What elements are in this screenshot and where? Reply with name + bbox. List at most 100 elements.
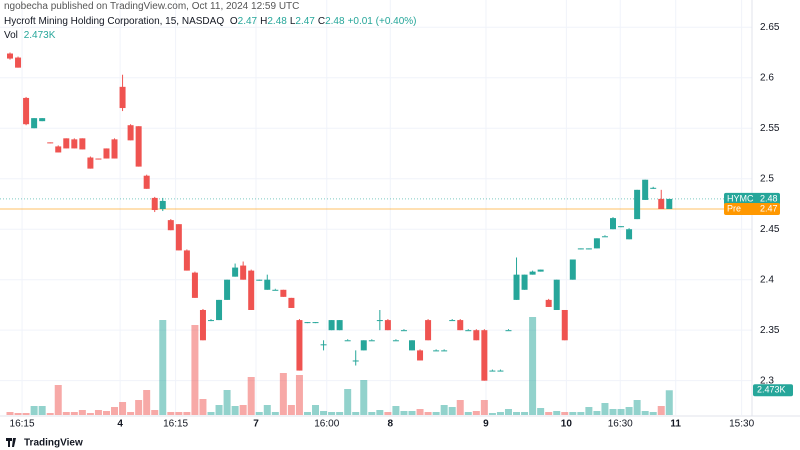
volume-bar <box>641 411 649 415</box>
volume-bar <box>408 411 416 415</box>
volume-bar <box>279 373 287 415</box>
y-tick-label: 2.45 <box>760 224 780 235</box>
volume-bar <box>585 407 593 415</box>
volume-bar <box>577 412 585 415</box>
volume-bar <box>416 409 424 415</box>
price-tag-bg <box>724 192 780 205</box>
candle-body <box>368 340 375 342</box>
candle-body <box>47 142 54 144</box>
publisher: ngobecha published on TradingView.com, O… <box>4 1 300 12</box>
candle-body <box>224 279 231 300</box>
candle-body <box>256 279 263 281</box>
candle-body <box>449 320 456 322</box>
volume-bar <box>344 389 352 415</box>
x-tick-label: 8 <box>388 419 394 430</box>
volume-bar <box>303 412 311 415</box>
volume-tag: 2.473K <box>757 385 786 395</box>
candle-body <box>521 274 528 290</box>
candle-body <box>55 146 62 153</box>
candle-body <box>473 330 480 341</box>
x-tick-label: 4 <box>117 419 123 430</box>
candle-body <box>658 198 665 210</box>
volume-bar <box>400 411 408 415</box>
volume-bar <box>102 411 110 415</box>
candle-body <box>208 320 214 322</box>
price-tag-name: HYMC <box>727 193 754 203</box>
ohlc-value: 2.48 <box>267 16 287 27</box>
volume-bars <box>6 317 673 415</box>
candle-body <box>666 198 673 210</box>
candle-body <box>143 175 150 189</box>
candle-body <box>15 57 22 68</box>
volume-bar <box>167 412 175 415</box>
candle-body <box>304 322 311 324</box>
candle-body <box>537 269 544 272</box>
candle-body <box>167 220 174 231</box>
candle-body <box>400 330 407 332</box>
candle-body <box>296 320 303 371</box>
volume-bar <box>247 377 255 415</box>
y-tick-label: 2.65 <box>760 22 780 33</box>
candle-body <box>79 138 86 150</box>
candle-body <box>577 248 584 250</box>
candle-body <box>529 271 536 275</box>
y-tick-label: 2.5 <box>760 173 774 184</box>
candle-body <box>199 309 206 341</box>
volume-bar <box>496 412 504 415</box>
volume-bar <box>633 400 641 415</box>
volume-bar <box>231 406 239 415</box>
ohlc-key: L <box>289 16 296 27</box>
volume-bar <box>38 406 46 415</box>
candle-body <box>409 340 415 351</box>
candle-body <box>561 309 568 341</box>
x-tick-label: 16:00 <box>314 419 339 430</box>
volume-bar <box>111 407 119 415</box>
volume-bar <box>561 412 569 415</box>
candle-body <box>384 320 391 331</box>
candle-body <box>344 340 351 342</box>
candle-body <box>31 118 38 129</box>
volume-bar <box>601 403 609 415</box>
price-tag-name: Pre <box>727 203 741 213</box>
volume-bar <box>617 409 625 415</box>
candle-body <box>481 330 488 381</box>
candle-body <box>71 139 78 149</box>
candle-body <box>7 53 13 59</box>
change: +0.01 (+0.40%) <box>347 16 417 27</box>
x-tick-label: 9 <box>483 419 489 430</box>
volume-bar <box>464 412 472 415</box>
candle-body <box>232 267 239 277</box>
symbol-title: Hycroft Mining Holding Corporation, 15, … <box>4 16 225 27</box>
volume-bar <box>86 413 94 415</box>
candle-body <box>151 197 158 211</box>
volume-bar <box>159 320 167 415</box>
candle-body <box>320 344 327 346</box>
candle-body <box>103 148 110 159</box>
volume-bar <box>223 390 231 415</box>
candle-body <box>159 200 166 210</box>
candle-body <box>191 272 198 298</box>
volume-bar <box>78 410 86 415</box>
volume-bar <box>665 390 673 415</box>
volume-bar <box>94 410 102 415</box>
candle-body <box>63 138 70 149</box>
candle-body <box>280 289 287 297</box>
volume-bar <box>529 317 537 415</box>
candle-body <box>593 238 600 249</box>
volume-bar <box>287 405 295 415</box>
candle-body <box>497 370 504 372</box>
candle-body <box>392 340 399 342</box>
volume-bar <box>472 411 480 415</box>
volume-bar <box>54 385 62 415</box>
volume-bar <box>504 409 512 415</box>
volume-bar <box>255 412 263 415</box>
volume-bar <box>6 412 14 415</box>
candle-body <box>417 350 424 361</box>
candle-body <box>513 274 520 300</box>
candle-body <box>553 279 560 310</box>
volume-bar <box>30 406 38 415</box>
candle-body <box>288 297 295 308</box>
volume-bar <box>360 380 368 415</box>
candle-body <box>216 299 223 321</box>
